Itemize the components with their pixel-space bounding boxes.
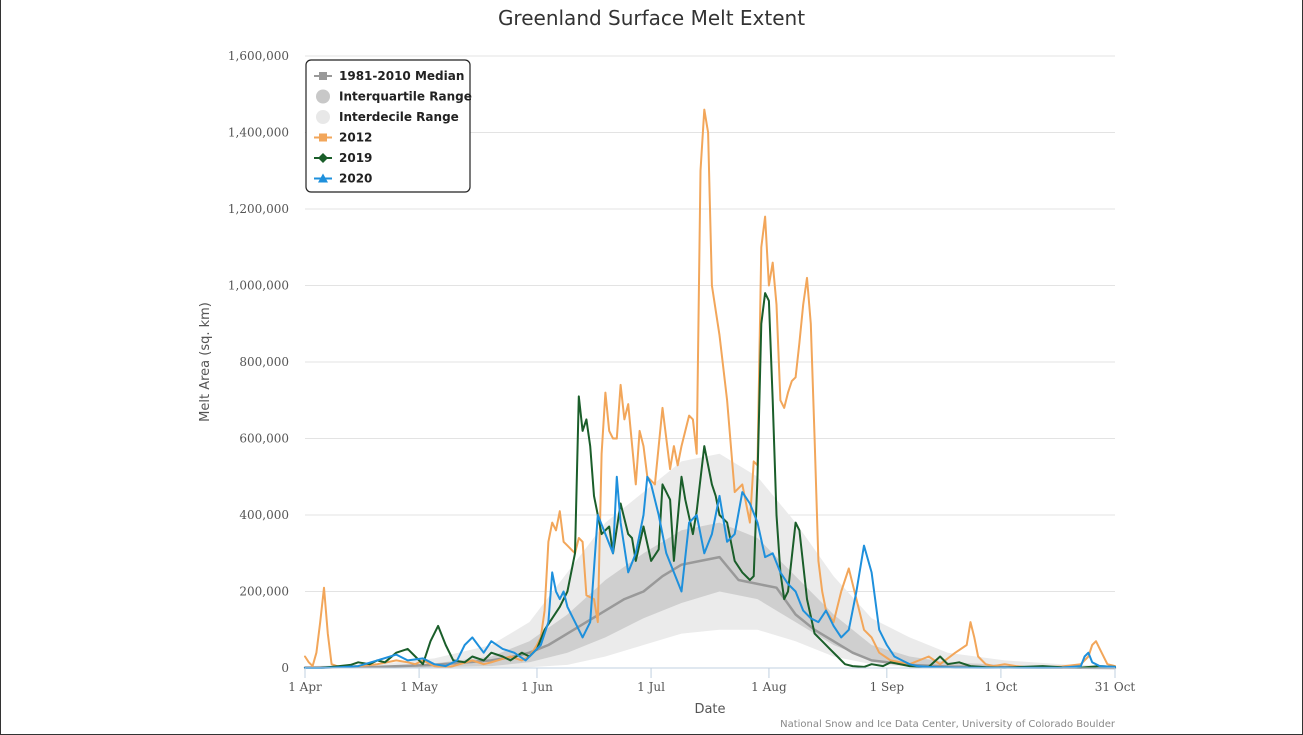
x-tick-label: 1 May — [400, 680, 438, 694]
legend-item-s2019-marker — [318, 153, 328, 163]
legend-item-median-marker — [319, 72, 327, 80]
y-tick-label: 200,000 — [239, 585, 289, 599]
legend-item-iqr-label: Interquartile Range — [339, 90, 472, 104]
y-tick-label: 400,000 — [239, 508, 289, 522]
y-tick-label: 600,000 — [239, 432, 289, 446]
series-line-2019 — [304, 292, 1116, 669]
series-line-2020 — [304, 475, 1116, 669]
y-axis-title: Melt Area (sq. km) — [198, 302, 213, 422]
x-tick-label: 31 Oct — [1095, 680, 1136, 694]
x-tick-label: 1 Sep — [870, 680, 905, 694]
x-tick-label: 1 Apr — [288, 680, 322, 694]
y-tick-label: 1,400,000 — [228, 126, 289, 140]
legend-item-s2012-marker — [319, 133, 327, 142]
source-credit: National Snow and Ice Data Center, Unive… — [780, 719, 1116, 730]
series-line-2012 — [304, 108, 1116, 669]
legend-item-s2020-label: 2020 — [339, 172, 372, 186]
legend-item-s2019-label: 2019 — [339, 151, 372, 165]
y-tick-label: 1,000,000 — [228, 279, 289, 293]
chart-title: Greenland Surface Melt Extent — [497, 6, 806, 30]
y-tick-label: 1,600,000 — [228, 49, 289, 63]
legend-box — [305, 59, 471, 193]
x-tick-label: 1 Aug — [751, 680, 787, 694]
x-tick-label: 1 Jun — [521, 680, 553, 694]
legend-item-s2012-label: 2012 — [339, 131, 372, 145]
y-tick-label: 1,200,000 — [228, 202, 289, 216]
y-tick-label: 800,000 — [239, 355, 289, 369]
legend-item-idr-label: Interdecile Range — [339, 110, 459, 124]
y-tick-label: 0 — [281, 661, 289, 675]
x-tick-label: 1 Jul — [637, 680, 665, 694]
legend-item-iqr-marker — [316, 89, 330, 104]
legend-item-s2020-marker — [318, 173, 328, 183]
legend-item-idr-marker — [316, 110, 330, 124]
legend-item-median-label: 1981-2010 Median — [339, 69, 464, 83]
legend: 1981-2010 Median Interquartile Range Inter… — [305, 59, 472, 193]
x-axis-title: Date — [694, 702, 725, 717]
interquartile-band — [305, 522, 1115, 668]
x-tick-label: 1 Oct — [984, 680, 1017, 694]
